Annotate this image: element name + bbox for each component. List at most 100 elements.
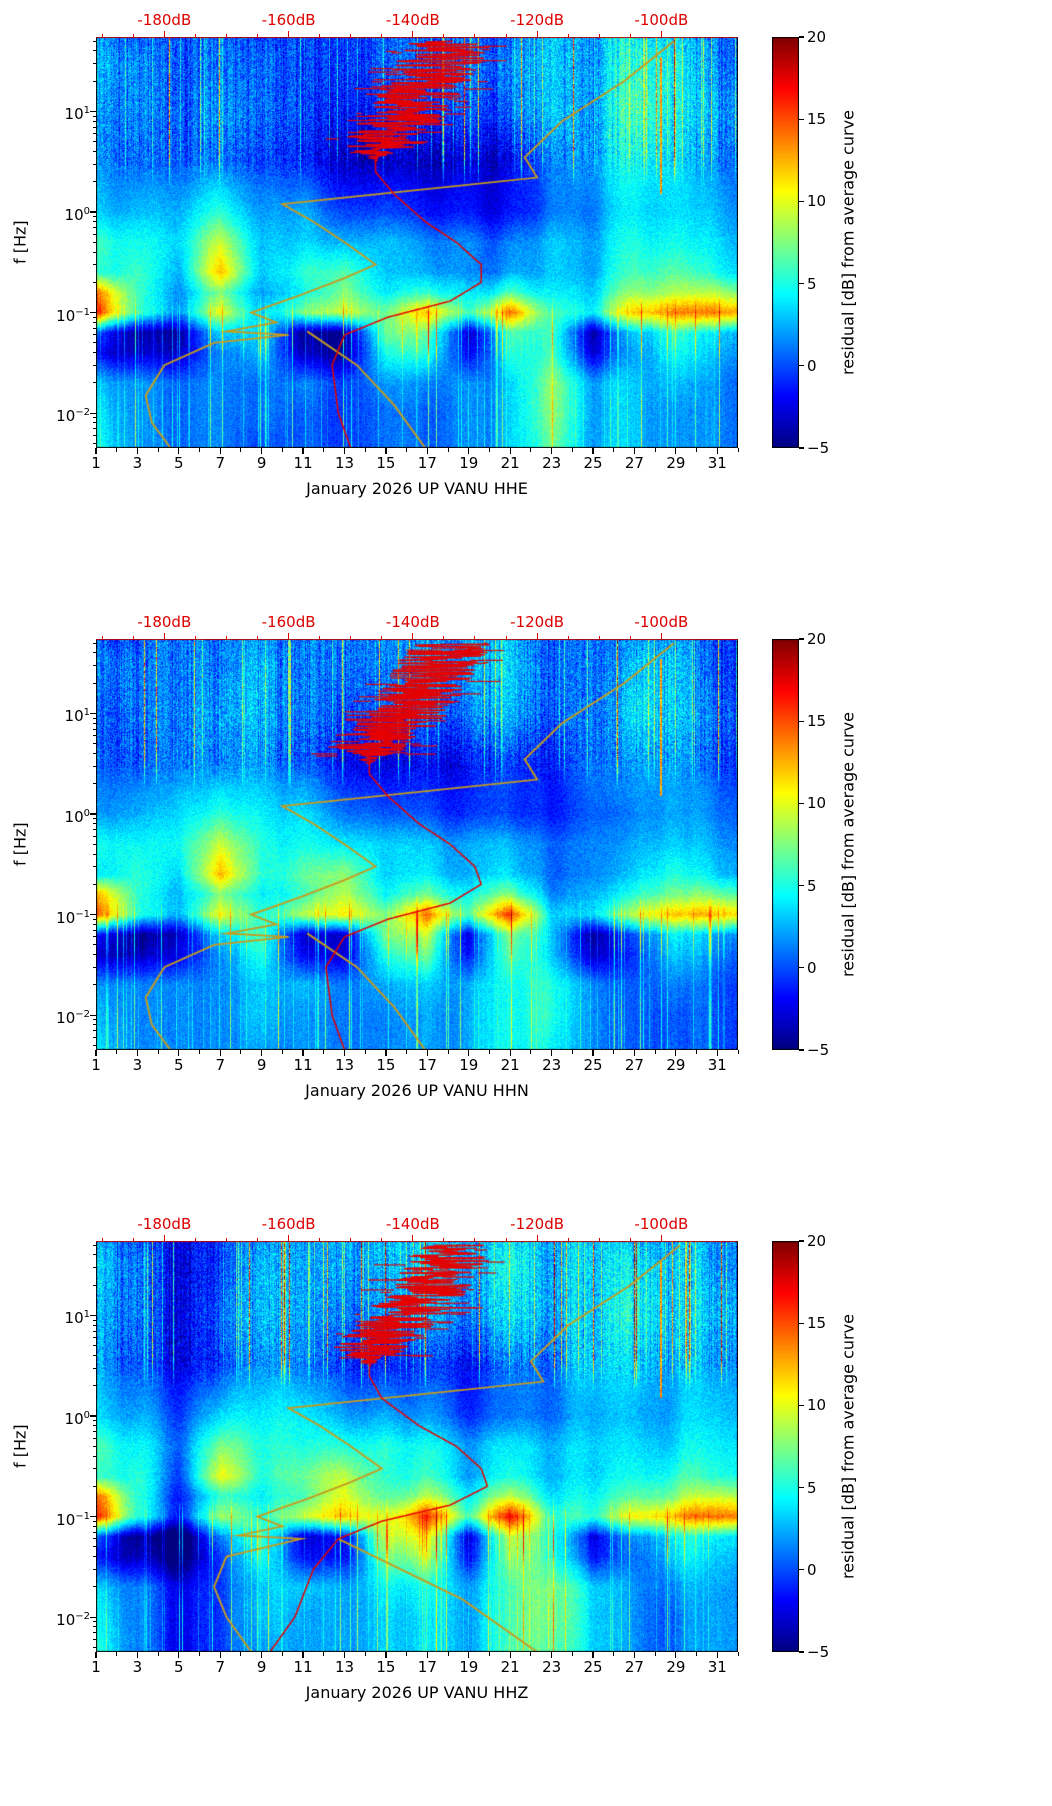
y-tick xyxy=(90,1616,96,1618)
y-minor-tick xyxy=(92,342,96,344)
top-axis-tick-label: -140dB xyxy=(385,11,440,29)
x-tick xyxy=(551,448,553,454)
colorbar-tick xyxy=(799,118,804,120)
x-minor-tick xyxy=(654,1050,656,1054)
y-minor-tick xyxy=(92,936,96,938)
x-tick-label: 7 xyxy=(215,1658,226,1676)
y-minor-tick xyxy=(92,717,96,719)
top-axis-minor-tick xyxy=(474,635,476,639)
x-minor-tick xyxy=(281,448,283,452)
top-axis-minor-tick xyxy=(132,33,134,37)
x-minor-tick xyxy=(406,1050,408,1054)
y-minor-tick xyxy=(92,251,96,253)
y-tick-label: 100 xyxy=(64,206,90,224)
x-tick-label: 15 xyxy=(376,1056,396,1074)
x-tick xyxy=(551,1652,553,1658)
x-minor-tick xyxy=(488,448,490,452)
x-tick-label: 17 xyxy=(417,1658,437,1676)
top-axis-tick-label: -120dB xyxy=(510,1215,565,1233)
y-minor-tick xyxy=(92,664,96,666)
x-tick xyxy=(675,1050,677,1056)
spectrogram-canvas xyxy=(96,37,738,448)
colorbar-tick xyxy=(799,1487,804,1489)
x-tick xyxy=(385,448,387,454)
x-tick-label: 9 xyxy=(256,1056,267,1074)
y-minor-tick xyxy=(92,264,96,266)
y-minor-tick xyxy=(92,1586,96,1588)
top-axis-minor-tick xyxy=(505,33,507,37)
colorbar-tick-label: 0 xyxy=(807,356,817,375)
x-tick-label: 31 xyxy=(707,1658,727,1676)
y-tick-label: 10−2 xyxy=(56,407,90,426)
top-axis-minor-tick xyxy=(443,635,445,639)
x-minor-tick xyxy=(323,448,325,452)
y-minor-tick xyxy=(92,62,96,64)
y-tick-label: 101 xyxy=(64,1309,90,1328)
top-axis-minor-tick xyxy=(257,33,259,37)
y-minor-tick xyxy=(92,141,96,143)
x-tick xyxy=(633,1050,636,1056)
top-axis-minor-tick xyxy=(257,635,259,639)
x-minor-tick xyxy=(281,1652,283,1656)
top-axis-tick-label: -180dB xyxy=(137,1215,192,1233)
y-minor-tick xyxy=(92,181,96,183)
top-axis-minor-tick xyxy=(598,33,600,37)
y-minor-tick xyxy=(92,382,96,384)
colorbar-tick xyxy=(799,638,804,640)
colorbar-tick-label: 5 xyxy=(807,876,817,895)
colorbar-tick-label: −5 xyxy=(807,1643,830,1661)
y-minor-tick xyxy=(92,843,96,845)
x-tick-label: 19 xyxy=(459,1056,479,1074)
y-minor-tick xyxy=(92,944,96,946)
x-tick xyxy=(426,448,428,454)
top-axis-minor-tick xyxy=(257,1237,259,1241)
x-tick xyxy=(136,448,138,454)
top-axis-tick-label: -180dB xyxy=(137,11,192,29)
y-tick xyxy=(90,211,96,213)
colorbar-tick xyxy=(799,283,804,285)
x-axis-label: January 2026 UP VANU HHZ xyxy=(305,1683,529,1702)
colorbar-tick-label: 0 xyxy=(807,958,817,977)
y-tick-label: 101 xyxy=(64,707,90,726)
y-tick-label: 10−2 xyxy=(56,1009,90,1028)
top-axis-minor-tick xyxy=(629,33,631,37)
y-minor-tick xyxy=(92,1626,96,1628)
x-tick-label: 25 xyxy=(583,454,603,472)
y-minor-tick xyxy=(92,866,96,868)
y-minor-tick xyxy=(92,735,96,737)
top-axis-minor-tick xyxy=(319,1237,321,1241)
top-axis-minor-tick xyxy=(567,33,569,37)
x-tick-label: 23 xyxy=(542,1056,562,1074)
top-axis-tick xyxy=(288,633,290,639)
y-minor-tick xyxy=(92,334,96,336)
x-minor-tick xyxy=(323,1652,325,1656)
top-axis-tick xyxy=(412,633,414,639)
y-minor-tick xyxy=(92,150,96,152)
colorbar-tick xyxy=(799,720,804,722)
y-minor-tick xyxy=(92,163,96,165)
x-tick xyxy=(261,448,263,454)
colorbar-tick-label: 5 xyxy=(807,274,817,293)
y-minor-tick xyxy=(92,1538,96,1540)
y-minor-tick xyxy=(92,918,96,920)
x-tick xyxy=(509,1050,511,1056)
top-axis-tick-label: -160dB xyxy=(261,1215,316,1233)
panel-hhz: f [Hz] January 2026 UP VANU HHZ residual… xyxy=(0,1204,1052,1806)
top-axis-tick-label: -120dB xyxy=(510,11,565,29)
top-axis-tick xyxy=(536,1235,538,1241)
x-tick xyxy=(509,1652,511,1658)
top-axis-tick xyxy=(163,31,165,37)
colorbar-canvas xyxy=(772,639,799,1050)
x-minor-tick xyxy=(157,1050,159,1054)
y-minor-tick xyxy=(92,428,96,430)
colorbar-canvas xyxy=(772,37,799,448)
colorbar-tick xyxy=(799,885,804,887)
x-tick xyxy=(95,1652,97,1658)
colorbar-tick xyxy=(799,365,804,367)
top-axis-minor-tick xyxy=(505,1237,507,1241)
y-axis-label: f [Hz] xyxy=(10,1424,30,1469)
colorbar-tick-label: 5 xyxy=(807,1478,817,1497)
y-minor-tick xyxy=(92,1345,96,1347)
y-minor-tick xyxy=(92,1044,96,1046)
